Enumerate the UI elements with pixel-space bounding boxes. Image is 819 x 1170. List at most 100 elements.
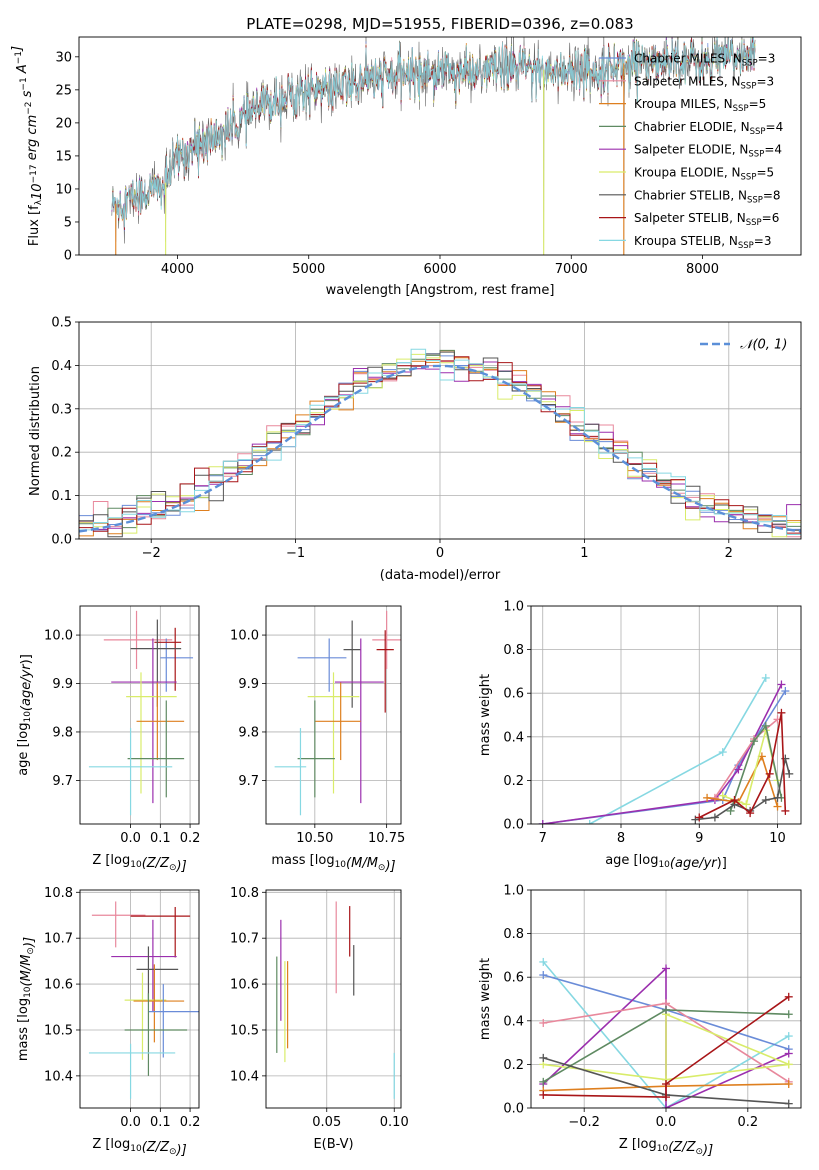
panel-mass-vs-EBV: 0.05 0.10 10.4 10.5 10.6 10.7 10.8 E(B-V): [230, 886, 409, 1152]
x-axis-label: mass [log10(M/M⊙)]: [271, 853, 395, 874]
y-tick-label: 0.0: [503, 818, 524, 833]
legend-sub: SSP: [746, 218, 762, 228]
errorbar-salpeter-stelib: [154, 627, 182, 691]
y-tick-label: 0.0: [51, 533, 72, 548]
label-part: ⊙: [378, 863, 386, 873]
y-axis-label: age [log10(age/yr)]: [16, 654, 34, 776]
legend-sub: SSP: [747, 195, 763, 205]
label-part: −1: [19, 77, 29, 90]
errorbar-salpeter-miles: [103, 610, 173, 669]
label-part: Z/Z: [146, 856, 170, 871]
x-tick-label: 0.05: [312, 1115, 341, 1130]
x-tick-label: 4000: [161, 262, 194, 277]
errorbar-chabrier-miles: [297, 638, 347, 692]
weight-series-kroupa-stelib: [539, 957, 793, 1108]
x-tick-label: 8000: [686, 262, 719, 277]
y-tick-label: 0.4: [503, 1014, 524, 1029]
x-axis-label: E(B-V): [313, 1137, 353, 1152]
y-tick-label: 0: [64, 249, 72, 264]
label-part: Z/Z: [672, 1140, 696, 1155]
normal-curve: [79, 364, 801, 533]
y-axis-label: Normed distribution: [28, 366, 43, 496]
axes-frame: [265, 889, 402, 1109]
label-part: )]: [176, 859, 187, 874]
model-line-kroupa-stelib: [111, 37, 756, 228]
errorbar-chabrier-stelib: [136, 946, 179, 1002]
y-tick-label: 10.6: [44, 978, 73, 993]
y-tick-label: 0.2: [51, 446, 72, 461]
plot-area: [531, 606, 801, 824]
weight-line: [729, 724, 783, 812]
errorbar-kroupa-elodie: [307, 672, 360, 794]
y-tick-label: 9.9: [238, 677, 259, 692]
legend-sub: SSP: [741, 81, 757, 91]
weight-line: [698, 712, 787, 819]
label-part: −2: [24, 101, 34, 114]
y-tick-label: 0.4: [51, 359, 72, 374]
legend-nssp: =4: [766, 120, 784, 134]
x-tick-label: 7000: [555, 262, 588, 277]
y-tick-label: 10: [55, 182, 72, 197]
legend-sub: SSP: [748, 150, 764, 160]
label-part: ⊙: [26, 947, 36, 955]
label-part: 10: [23, 986, 33, 998]
legend-label: Kroupa STELIB, N: [634, 234, 738, 248]
legend-label: Kroupa MILES, N: [634, 97, 733, 111]
weight-line: [542, 684, 783, 824]
y-tick-label: 0.4: [503, 730, 524, 745]
panel-age-vs-mass: 10.50 10.75 9.7 9.8 9.9 10.0 mass [log10(M/M⊙)…: [230, 605, 405, 874]
legend-nssp: =3: [758, 52, 776, 66]
x-axis-label: Z [log10(Z/Z⊙)]: [619, 1137, 713, 1158]
label-part: λ: [34, 199, 44, 205]
errorbar-salpeter-miles: [372, 610, 401, 669]
weight-series-salpeter-stelib: [539, 992, 793, 1102]
legend-label: Kroupa ELODIE, N: [634, 166, 741, 180]
y-tick-label: 0.2: [503, 1058, 524, 1073]
panel-spectrum: 4000 5000 6000 7000 8000 0 5 10 15 20 25 30 waveleng…: [10, 36, 802, 298]
x-tick-label: 10.75: [368, 831, 405, 846]
legend-entry: Chabrier STELIB, NSSP=8: [634, 188, 781, 205]
errorbar-kroupa-stelib: [88, 728, 173, 816]
x-tick-label: 0.2: [180, 831, 201, 846]
label-part: erg cm: [25, 115, 40, 165]
x-tick-label: 7: [539, 831, 547, 846]
axes-frame: [530, 889, 802, 1109]
y-tick-label: 0.1: [51, 489, 72, 504]
plot-background: [80, 606, 199, 824]
x-tick-label: 6000: [423, 262, 456, 277]
label-part: −17: [29, 164, 39, 183]
x-tick-label: −2: [142, 546, 161, 561]
legend-nssp: =8: [763, 188, 781, 202]
legend-label: Salpeter STELIB, N: [634, 211, 746, 225]
plot-area: [80, 606, 199, 824]
x-tick-label: −1: [286, 546, 305, 561]
axes-frame: [79, 605, 200, 825]
errorbar-salpeter-miles: [91, 901, 146, 948]
legend-nssp: =5: [749, 97, 767, 111]
y-axis-label: mass [log10(M/M⊙)]: [16, 937, 37, 1061]
y-tick-label: 10.0: [44, 629, 73, 644]
label-part: (: [19, 980, 34, 986]
legend-label: Salpeter ELODIE, N: [634, 143, 748, 157]
errorbar-kroupa-stelib: [88, 1043, 176, 1099]
errorbar-chabrier-miles: [160, 638, 194, 692]
label-part: )]: [702, 1143, 713, 1158]
label-part: )]: [19, 654, 34, 664]
plot-area: [80, 890, 199, 1108]
label-part: mass [log: [16, 998, 31, 1061]
label-part: 10: [658, 860, 670, 870]
label-part: −1: [14, 51, 24, 64]
errorbar-kroupa-elodie: [124, 972, 167, 1060]
label-part: 10: [657, 1144, 669, 1154]
x-axis-label: wavelength [Angstrom, rest frame]: [326, 283, 555, 298]
x-tick-label: 2: [725, 546, 733, 561]
label-part: ⊙: [695, 1147, 703, 1157]
errorbar-kroupa-miles: [314, 682, 361, 761]
errorbar-salpeter-stelib: [376, 630, 394, 713]
y-tick-label: 10.7: [230, 932, 259, 947]
label-part: M/M: [351, 856, 378, 871]
y-tick-label: 10.4: [44, 1069, 73, 1084]
y-tick-label: 10.7: [44, 932, 73, 947]
y-tick-label: 0.6: [503, 687, 524, 702]
